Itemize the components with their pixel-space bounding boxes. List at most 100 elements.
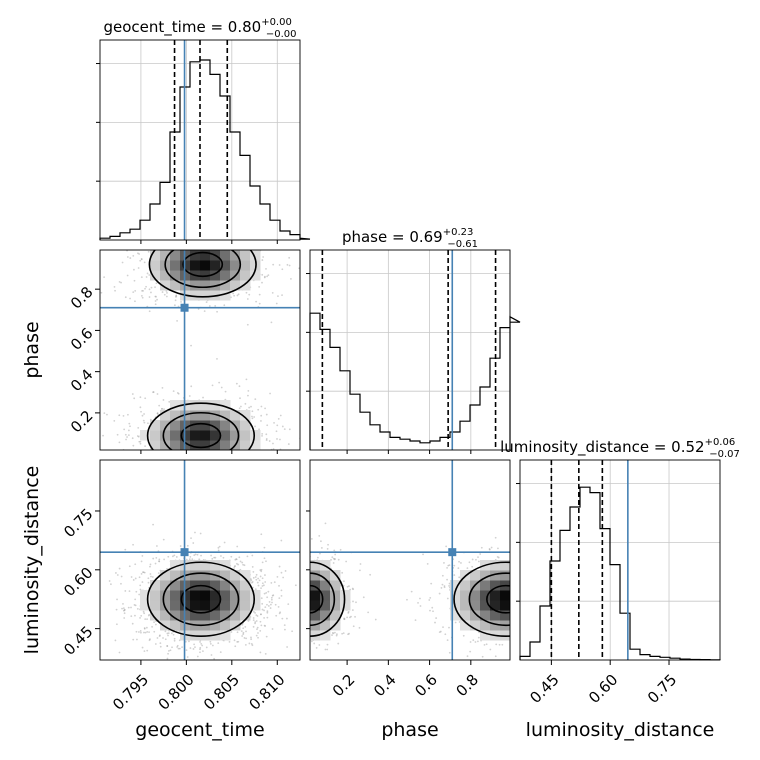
sample-point bbox=[314, 669, 316, 671]
sample-point bbox=[188, 242, 190, 244]
sample-point bbox=[260, 405, 263, 408]
sample-point bbox=[444, 633, 447, 636]
sample-point bbox=[190, 344, 192, 347]
sample-point bbox=[261, 259, 264, 261]
sample-point bbox=[138, 576, 141, 579]
sample-point bbox=[266, 424, 269, 427]
sample-point bbox=[144, 287, 146, 290]
sample-point bbox=[441, 583, 444, 586]
sample-point bbox=[236, 631, 239, 634]
sample-point bbox=[515, 615, 517, 617]
sample-point bbox=[188, 558, 191, 561]
sample-point bbox=[163, 558, 165, 561]
sample-point bbox=[204, 452, 206, 454]
sample-point bbox=[150, 286, 153, 289]
sample-point bbox=[333, 558, 336, 561]
sample-point bbox=[176, 644, 179, 647]
sample-point bbox=[307, 590, 309, 592]
sample-point bbox=[132, 638, 135, 641]
sample-point bbox=[217, 457, 219, 459]
sample-point bbox=[431, 606, 434, 609]
sample-point bbox=[304, 582, 306, 584]
density-cell bbox=[230, 260, 241, 271]
density-cell bbox=[240, 440, 251, 450]
sample-point bbox=[302, 647, 304, 649]
sample-point bbox=[301, 593, 303, 595]
density-cell bbox=[220, 270, 231, 281]
sample-point bbox=[286, 263, 289, 266]
sample-point bbox=[352, 588, 355, 591]
sample-point bbox=[351, 609, 354, 611]
sample-point bbox=[152, 557, 155, 560]
sample-point bbox=[257, 408, 260, 411]
sample-point bbox=[192, 648, 195, 650]
sample-point bbox=[307, 596, 309, 598]
density-cell bbox=[170, 620, 181, 631]
sample-point bbox=[305, 574, 307, 576]
density-cell bbox=[230, 570, 241, 581]
sample-point bbox=[251, 566, 254, 568]
density-cell bbox=[210, 620, 221, 631]
sample-point bbox=[303, 610, 305, 612]
density-cell bbox=[230, 600, 241, 611]
sample-point bbox=[349, 616, 351, 619]
sample-point bbox=[113, 285, 116, 288]
sample-point bbox=[167, 652, 169, 655]
contour-line bbox=[182, 251, 224, 278]
sample-point bbox=[158, 560, 160, 563]
sample-point bbox=[303, 630, 305, 632]
sample-point bbox=[260, 624, 263, 627]
sample-point bbox=[190, 247, 192, 249]
sample-point bbox=[139, 440, 142, 443]
sample-point bbox=[514, 581, 516, 583]
sample-point bbox=[239, 397, 241, 400]
sample-point bbox=[224, 390, 227, 393]
sample-point bbox=[114, 243, 116, 245]
sample-point bbox=[177, 647, 180, 650]
sample-point bbox=[477, 556, 479, 559]
sample-point bbox=[156, 412, 159, 415]
sample-point bbox=[198, 241, 200, 243]
sample-point bbox=[259, 651, 262, 654]
sample-point bbox=[130, 615, 133, 618]
sample-point bbox=[142, 289, 145, 292]
density-cell bbox=[210, 610, 221, 621]
density-cell bbox=[170, 570, 181, 581]
sample-point bbox=[280, 571, 283, 574]
sample-point bbox=[301, 624, 303, 626]
sample-point bbox=[443, 585, 446, 587]
sample-point bbox=[194, 247, 196, 249]
histogram-series-phase bbox=[309, 312, 521, 450]
sample-point bbox=[176, 392, 179, 394]
sample-point bbox=[167, 457, 169, 459]
sample-point bbox=[110, 583, 112, 586]
sample-point bbox=[247, 662, 249, 664]
density-cell bbox=[190, 260, 201, 271]
sample-point bbox=[145, 285, 147, 288]
density-cell bbox=[200, 410, 211, 421]
sample-point bbox=[161, 291, 164, 293]
sample-point bbox=[264, 581, 267, 583]
sample-point bbox=[443, 562, 445, 564]
sample-point bbox=[140, 410, 142, 413]
sample-point bbox=[216, 310, 218, 313]
sample-point bbox=[310, 537, 313, 540]
sample-point bbox=[103, 412, 106, 415]
density-cell bbox=[140, 430, 151, 441]
density-cell bbox=[200, 560, 211, 571]
sample-point bbox=[260, 420, 262, 422]
sample-point bbox=[158, 558, 161, 561]
sample-point bbox=[256, 626, 259, 629]
sample-point bbox=[230, 296, 232, 299]
sample-point bbox=[174, 299, 177, 302]
density-cell bbox=[200, 400, 211, 411]
sample-point bbox=[305, 585, 307, 587]
sample-point bbox=[511, 613, 513, 615]
sample-point bbox=[179, 457, 181, 459]
sample-point bbox=[149, 573, 152, 575]
density-cell bbox=[190, 570, 201, 581]
sample-point bbox=[226, 246, 228, 248]
sample-point bbox=[140, 560, 143, 563]
density-cell bbox=[210, 440, 221, 450]
sample-point bbox=[163, 293, 166, 296]
